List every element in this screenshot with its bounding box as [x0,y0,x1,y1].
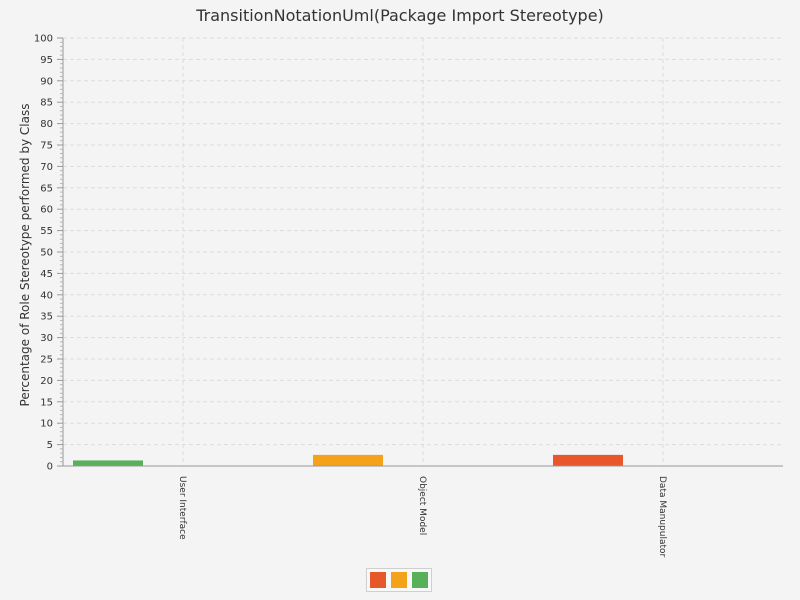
y-tick-label: 25 [40,355,53,366]
bar [313,454,383,466]
y-tick-label: 15 [40,397,53,408]
y-axis-ticks: 0 5 10 15 20 25 30 35 40 45 50 55 60 65 70 75 80 85 90 95 10… [34,34,63,473]
y-tick-label: 80 [40,119,53,130]
y-tick-label: 95 [40,55,53,66]
legend-swatch [391,572,407,588]
x-axis-labels: User Interface Object Model Data Manupulat… [177,476,667,558]
x-tick-label: Data Manupulator [657,476,667,558]
y-tick-label: 20 [40,376,53,387]
y-tick-label: 90 [40,76,53,87]
y-tick-label: 5 [47,440,53,451]
y-tick-label: 0 [47,462,53,473]
y-tick-label: 65 [40,183,53,194]
bar [553,454,623,466]
bars-group [73,454,623,466]
y-tick-label: 75 [40,141,53,152]
y-tick-label: 35 [40,312,53,323]
y-tick-label: 10 [40,419,53,430]
bar [73,460,143,466]
y-tick-label: 85 [40,98,53,109]
x-tick-label: Object Model [417,476,427,535]
chart-title: TransitionNotationUml(Package Import Ste… [196,6,604,25]
y-tick-label: 40 [40,290,53,301]
y-tick-label: 60 [40,205,53,216]
grid-lines [63,37,783,466]
y-tick-label: 30 [40,333,53,344]
y-tick-label: 70 [40,162,53,173]
y-tick-label: 45 [40,269,53,280]
legend [366,568,432,592]
y-tick-label: 100 [34,34,53,45]
legend-swatch [412,572,428,588]
legend-swatch [370,572,386,588]
y-tick-label: 50 [40,248,53,259]
x-tick-label: User Interface [177,476,187,540]
y-tick-label: 55 [40,226,53,237]
